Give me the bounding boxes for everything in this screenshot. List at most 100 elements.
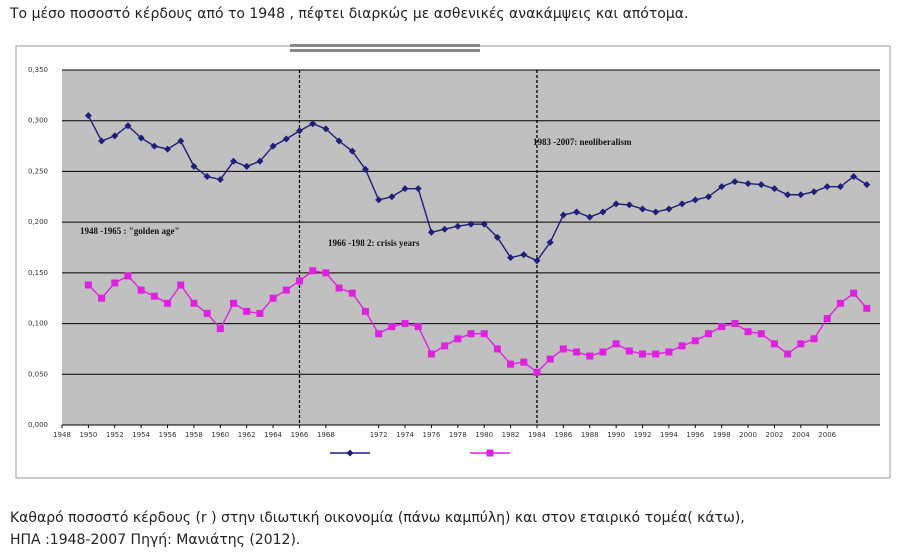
- data-point: [836, 183, 844, 191]
- y-tick-label: 0,250: [28, 167, 48, 175]
- x-tick-label: 1976: [423, 431, 441, 439]
- data-point: [718, 183, 726, 191]
- data-point: [691, 196, 699, 204]
- x-tick-label: 1978: [449, 431, 467, 439]
- data-point: [348, 147, 356, 155]
- data-point: [137, 134, 145, 142]
- y-tick-label: 0,050: [28, 370, 48, 378]
- data-point: [520, 251, 528, 259]
- x-tick-label: 1962: [238, 431, 256, 439]
- data-point: [797, 340, 805, 348]
- data-point: [639, 205, 647, 213]
- data-point: [718, 323, 726, 331]
- y-tick-label: 0,150: [28, 269, 48, 277]
- data-point: [612, 340, 620, 348]
- data-point: [850, 173, 858, 180]
- data-point: [784, 191, 792, 199]
- data-point: [309, 267, 317, 275]
- x-tick-label: 1974: [396, 431, 414, 439]
- data-point: [401, 185, 409, 193]
- data-point: [612, 200, 620, 208]
- x-tick-label: 2000: [739, 431, 757, 439]
- data-point: [770, 185, 778, 193]
- data-point: [164, 299, 172, 307]
- data-point: [203, 173, 211, 180]
- footer-line: Καθαρό ποσοστό κέρδους (r ) στην ιδιωτικ…: [10, 510, 745, 526]
- data-point: [665, 348, 673, 356]
- data-point: [704, 193, 712, 201]
- data-point: [784, 350, 792, 358]
- data-point: [546, 238, 554, 246]
- caption: Το μέσο ποσοστό κέρδους από το 1948 , πέ…: [10, 6, 689, 22]
- data-point: [243, 307, 251, 315]
- data-point: [652, 350, 660, 358]
- data-point: [256, 157, 264, 165]
- data-point: [823, 183, 831, 191]
- data-point: [335, 284, 343, 292]
- frame-bar: [290, 49, 480, 52]
- data-point: [850, 289, 858, 297]
- data-point: [757, 330, 765, 338]
- data-point: [507, 254, 515, 262]
- data-point: [797, 191, 805, 199]
- data-point: [361, 165, 369, 173]
- data-point: [823, 315, 831, 322]
- data-point: [427, 228, 435, 236]
- data-point: [243, 162, 251, 170]
- data-point: [757, 181, 765, 189]
- data-point: [599, 208, 607, 216]
- data-point: [282, 286, 290, 294]
- data-point: [269, 142, 277, 150]
- frame-bar: [290, 44, 480, 47]
- data-point: [414, 185, 422, 193]
- data-point: [295, 127, 303, 135]
- data-point: [731, 178, 739, 186]
- data-point: [282, 135, 290, 143]
- y-tick-label: 0,350: [28, 66, 48, 74]
- data-point: [335, 137, 343, 145]
- data-point: [573, 208, 581, 216]
- data-point: [836, 299, 844, 307]
- data-point: [744, 328, 752, 336]
- annotation: 1966 -198 2: crisis years: [328, 238, 420, 248]
- x-tick-label: 1964: [264, 431, 282, 439]
- data-point: [520, 358, 528, 366]
- data-point: [559, 345, 567, 353]
- y-tick-label: 0,000: [28, 421, 48, 429]
- data-point: [678, 342, 686, 350]
- data-point: [454, 222, 462, 230]
- y-tick-label: 0,100: [28, 320, 48, 328]
- data-point: [190, 162, 198, 170]
- data-point: [295, 277, 303, 285]
- data-point: [361, 307, 369, 315]
- data-point: [625, 347, 633, 355]
- data-point: [111, 132, 119, 140]
- data-point: [388, 323, 396, 331]
- data-point: [704, 330, 712, 338]
- data-point: [111, 279, 119, 287]
- data-point: [467, 220, 475, 228]
- data-point: [216, 176, 224, 184]
- x-tick-label: 1966: [291, 431, 309, 439]
- data-point: [731, 320, 739, 328]
- annotation: 1948 -1965 : "golden age": [80, 226, 180, 236]
- data-point: [480, 330, 488, 338]
- data-point: [480, 220, 488, 228]
- x-tick-label: 1990: [607, 431, 625, 439]
- data-point: [84, 281, 92, 289]
- data-point: [441, 342, 449, 350]
- data-point: [573, 348, 581, 356]
- x-tick-label: 1948: [53, 431, 71, 439]
- data-point: [810, 188, 818, 196]
- data-point: [744, 180, 752, 188]
- data-point: [375, 196, 383, 204]
- data-point: [150, 142, 158, 150]
- data-point: [770, 340, 778, 348]
- data-point: [322, 269, 330, 277]
- data-point: [388, 193, 396, 201]
- data-point: [124, 122, 132, 130]
- data-point: [322, 125, 330, 133]
- data-point: [269, 294, 277, 302]
- data-point: [216, 325, 224, 333]
